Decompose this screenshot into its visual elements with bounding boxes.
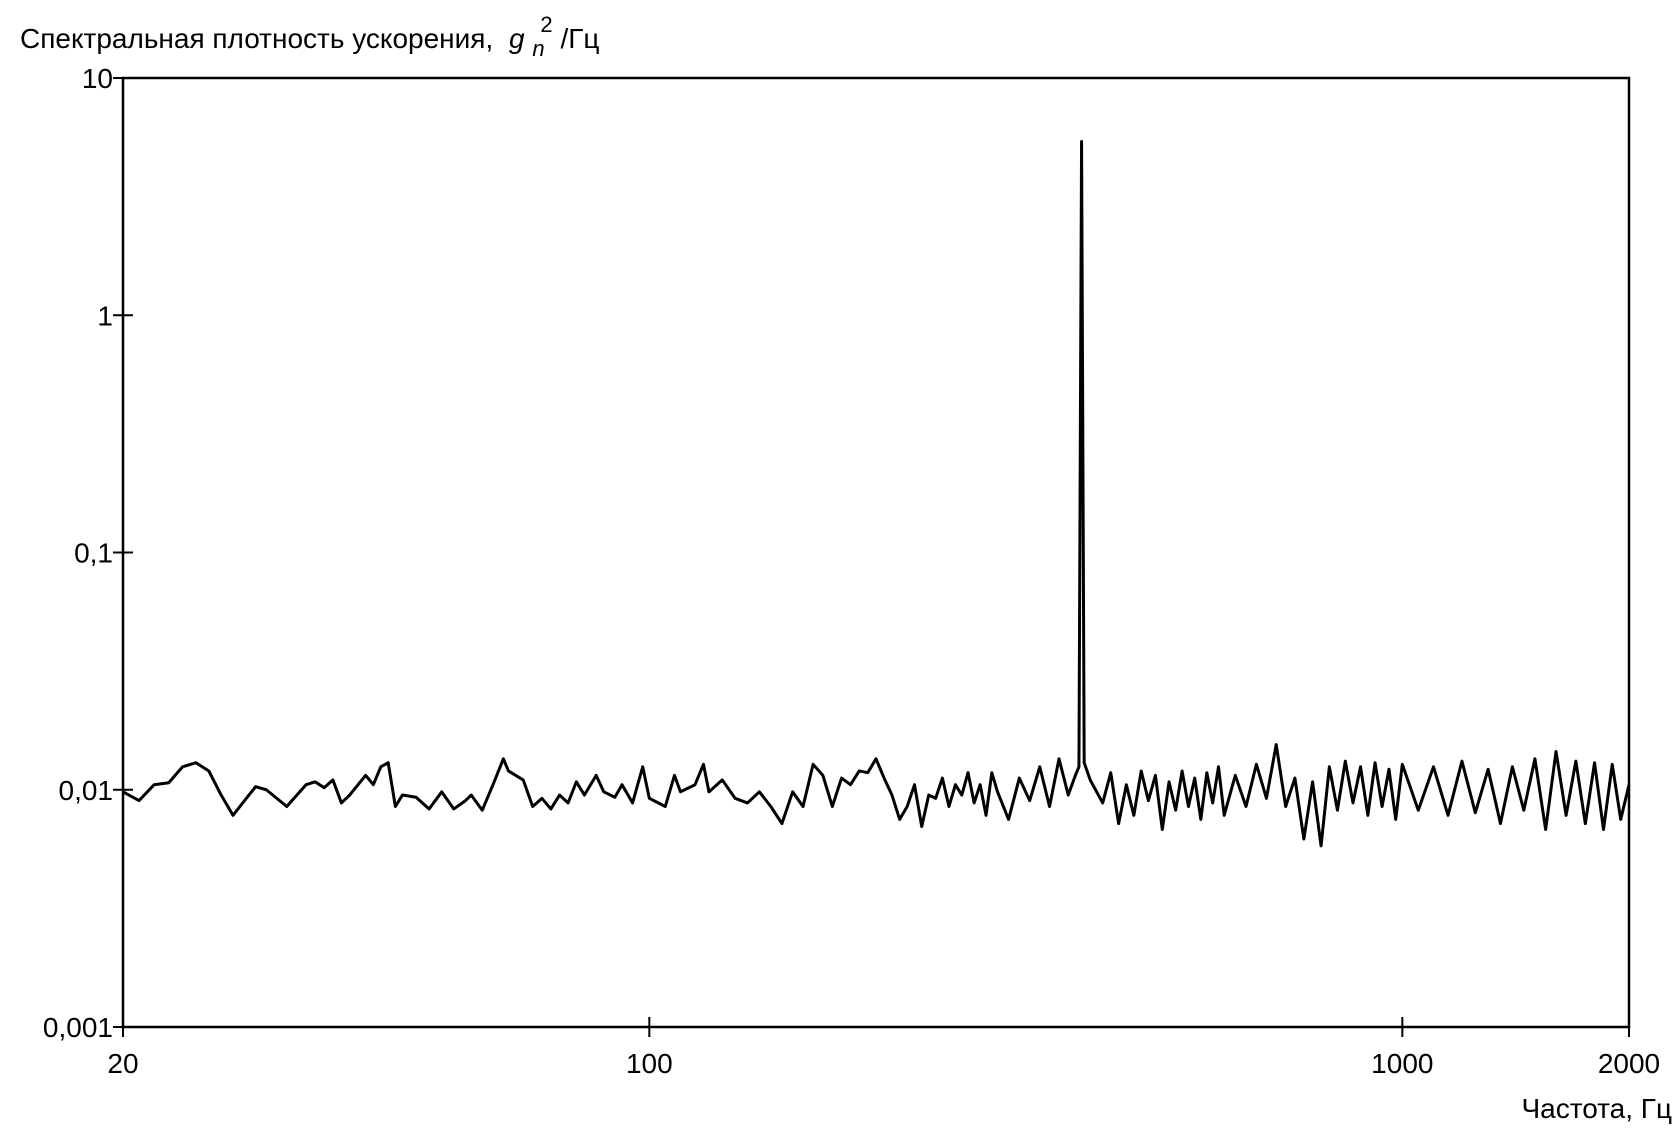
y-tick-label: 10 [82,63,113,94]
y-label-symbol: g [509,23,525,54]
y-tick-label: 0,1 [74,538,113,569]
x-tick-label: 20 [107,1048,138,1079]
y-label-unit: /Гц [560,23,599,54]
x-tick-label: 100 [626,1048,673,1079]
y-label-text: Спектральная плотность ускорения, [20,23,493,54]
x-tick-label: 1000 [1371,1048,1433,1079]
y-tick-label: 1 [97,300,113,331]
y-axis-label: Спектральная плотность ускорения, g n 2 … [20,7,599,62]
x-tick-label: 2000 [1598,1048,1660,1079]
y-label-superscript: 2 [540,12,552,37]
x-axis-label: Частота, Гц [1521,1093,1672,1124]
psd-line [122,139,1631,848]
y-tick-label: 0,01 [59,775,114,806]
y-label-subscript: n [532,36,544,61]
y-tick-label: 0,001 [43,1012,113,1043]
